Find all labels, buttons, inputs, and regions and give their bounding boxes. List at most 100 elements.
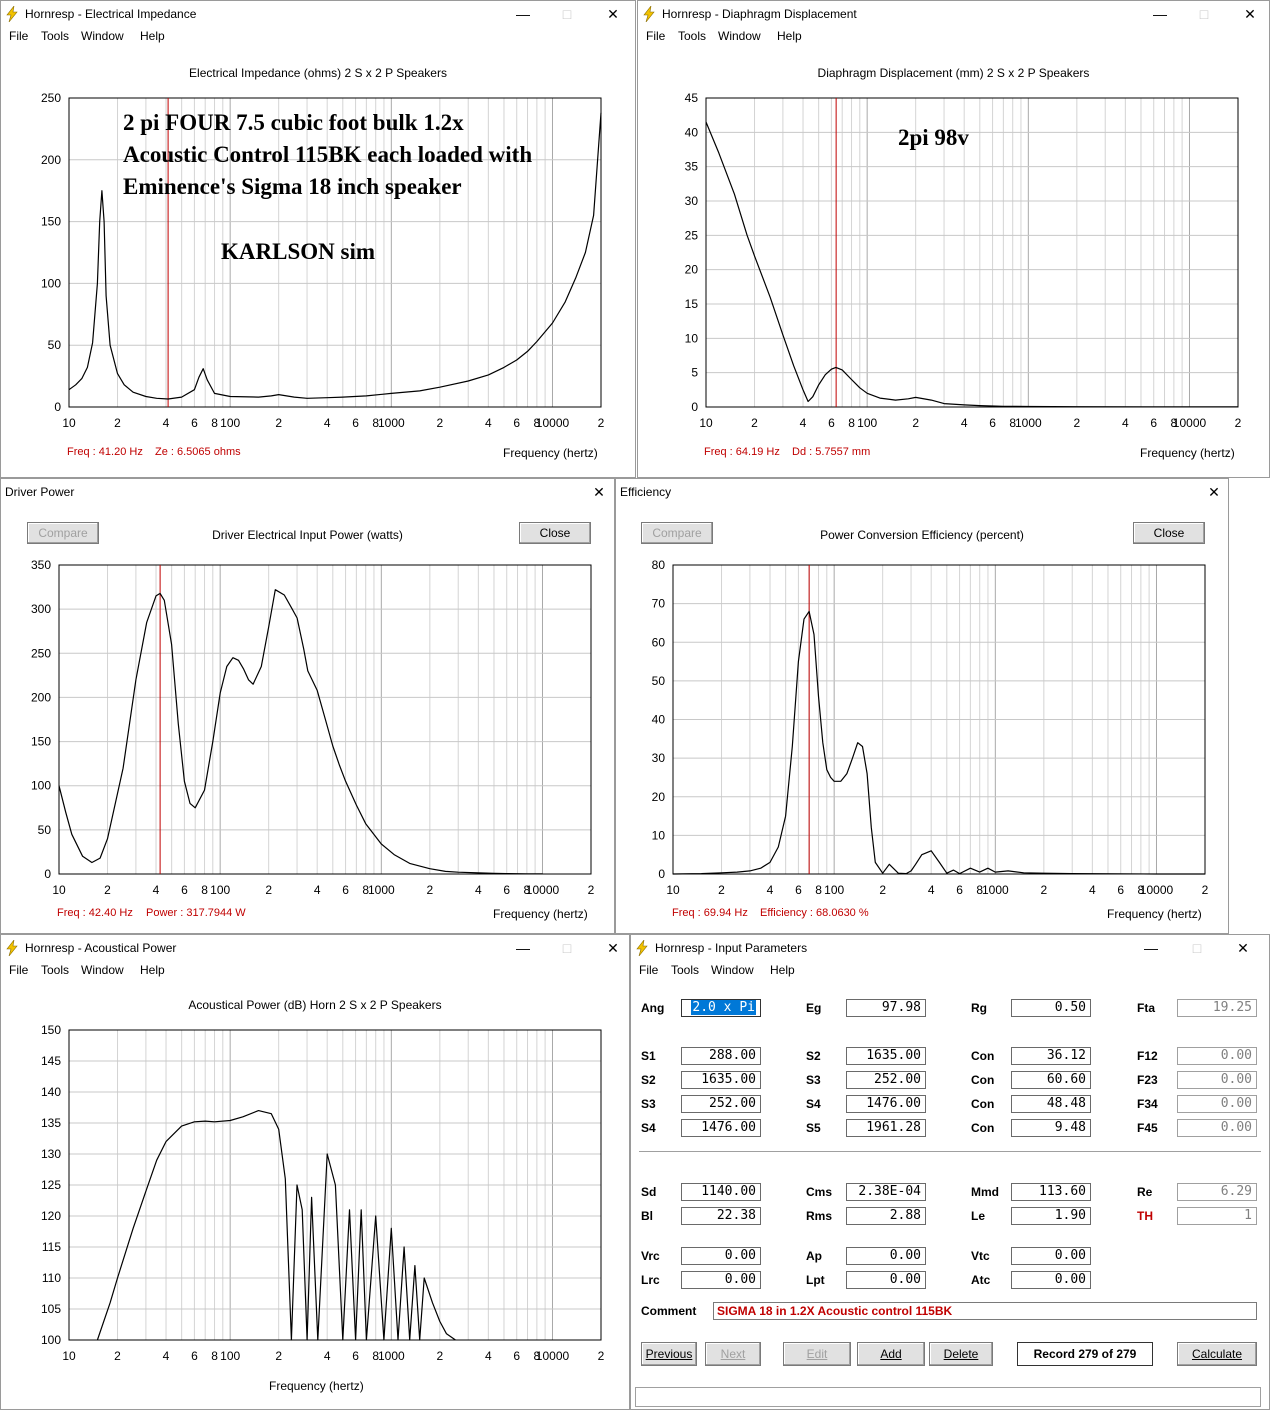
menu-help[interactable]: Help bbox=[140, 29, 165, 43]
menu-file[interactable]: File bbox=[646, 29, 666, 43]
param-field-vrc[interactable]: 0.00 bbox=[681, 1247, 761, 1265]
maximize-icon[interactable]: □ bbox=[562, 6, 572, 22]
param-field-rg[interactable]: 0.50 bbox=[1011, 999, 1091, 1017]
param-field-f12[interactable]: 0.00 bbox=[1177, 1047, 1257, 1065]
param-field-rms[interactable]: 2.88 bbox=[846, 1207, 926, 1225]
chart-annotation: 2 pi FOUR 7.5 cubic foot bulk 1.2x Acous… bbox=[123, 107, 532, 203]
titlebar[interactable]: Hornresp - Electrical Impedance — □ ✕ bbox=[1, 1, 635, 27]
menu-window[interactable]: Window bbox=[718, 29, 761, 43]
maximize-icon[interactable]: □ bbox=[1192, 940, 1202, 956]
menu-tools[interactable]: Tools bbox=[678, 29, 707, 43]
y-tick-label: 145 bbox=[41, 1054, 61, 1068]
minimize-icon[interactable]: — bbox=[1153, 6, 1167, 22]
x-tick-label: 4 bbox=[485, 416, 492, 430]
menu-window[interactable]: Window bbox=[81, 963, 124, 977]
menu-tools[interactable]: Tools bbox=[41, 963, 70, 977]
param-field-th[interactable]: 1 bbox=[1177, 1207, 1257, 1225]
menu-window[interactable]: Window bbox=[81, 29, 124, 43]
x-tick-label: 6 bbox=[191, 1349, 198, 1363]
param-field-lpt[interactable]: 0.00 bbox=[846, 1271, 926, 1289]
close-icon[interactable]: ✕ bbox=[607, 940, 619, 956]
menu-help[interactable]: Help bbox=[140, 963, 165, 977]
param-field-atc[interactable]: 0.00 bbox=[1011, 1271, 1091, 1289]
titlebar[interactable]: Hornresp - Acoustical Power — □ ✕ bbox=[1, 935, 629, 961]
param-field-s4[interactable]: 1476.00 bbox=[846, 1095, 926, 1113]
titlebar[interactable]: Hornresp - Input Parameters — □ ✕ bbox=[631, 935, 1269, 961]
x-tick-label: 10 bbox=[699, 416, 713, 430]
maximize-icon[interactable]: □ bbox=[562, 940, 572, 956]
value-readout: Power : 317.7944 W bbox=[146, 907, 246, 919]
close-button[interactable]: Close bbox=[519, 522, 591, 544]
param-field-ap[interactable]: 0.00 bbox=[846, 1247, 926, 1265]
param-field-re[interactable]: 6.29 bbox=[1177, 1183, 1257, 1201]
param-field-mmd[interactable]: 113.60 bbox=[1011, 1183, 1091, 1201]
param-field-vtc[interactable]: 0.00 bbox=[1011, 1247, 1091, 1265]
close-icon[interactable]: ✕ bbox=[607, 6, 619, 22]
menu-file[interactable]: File bbox=[639, 963, 659, 977]
param-field-con[interactable]: 36.12 bbox=[1011, 1047, 1091, 1065]
param-field-con[interactable]: 9.48 bbox=[1011, 1119, 1091, 1137]
menu-file[interactable]: File bbox=[9, 963, 29, 977]
param-field-ang[interactable]: 2.0 x Pi bbox=[681, 999, 761, 1017]
param-field-con[interactable]: 60.60 bbox=[1011, 1071, 1091, 1089]
titlebar[interactable]: Efficiency ✕ bbox=[616, 479, 1228, 505]
param-field-s2[interactable]: 1635.00 bbox=[681, 1071, 761, 1089]
calculate-button[interactable]: Calculate bbox=[1177, 1342, 1257, 1366]
compare-button[interactable]: Compare bbox=[641, 522, 713, 544]
param-label-s1: S1 bbox=[641, 1049, 656, 1063]
comment-field[interactable]: SIGMA 18 in 1.2X Acoustic control 115BK bbox=[713, 1302, 1257, 1320]
previous-button[interactable]: Previous bbox=[641, 1342, 697, 1366]
param-field-s5[interactable]: 1961.28 bbox=[846, 1119, 926, 1137]
annotation-line-2: Acoustic Control 115BK each loaded with bbox=[123, 142, 533, 167]
add-button[interactable]: Add bbox=[857, 1342, 925, 1366]
param-field-f34[interactable]: 0.00 bbox=[1177, 1095, 1257, 1113]
titlebar[interactable]: Hornresp - Diaphragm Displacement — □ ✕ bbox=[638, 1, 1269, 27]
maximize-icon[interactable]: □ bbox=[1199, 6, 1209, 22]
param-field-f45[interactable]: 0.00 bbox=[1177, 1119, 1257, 1137]
compare-button[interactable]: Compare bbox=[27, 522, 99, 544]
param-field-s3[interactable]: 252.00 bbox=[846, 1071, 926, 1089]
minimize-icon[interactable]: — bbox=[1144, 940, 1158, 956]
param-field-s4[interactable]: 1476.00 bbox=[681, 1119, 761, 1137]
param-field-con[interactable]: 48.48 bbox=[1011, 1095, 1091, 1113]
param-field-bl[interactable]: 22.38 bbox=[681, 1207, 761, 1225]
param-field-s2[interactable]: 1635.00 bbox=[846, 1047, 926, 1065]
minimize-icon[interactable]: — bbox=[516, 940, 530, 956]
x-tick-label: 4 bbox=[153, 883, 160, 897]
efficiency-window: Efficiency ✕ Compare Close Power Convers… bbox=[615, 478, 1229, 934]
menu-help[interactable]: Help bbox=[777, 29, 802, 43]
titlebar[interactable]: Driver Power ✕ bbox=[1, 479, 614, 505]
next-button[interactable]: Next bbox=[705, 1342, 761, 1366]
close-icon[interactable]: ✕ bbox=[1237, 940, 1249, 956]
param-label-eg: Eg bbox=[806, 1001, 822, 1015]
param-field-s1[interactable]: 288.00 bbox=[681, 1047, 761, 1065]
menu-tools[interactable]: Tools bbox=[671, 963, 700, 977]
delete-button[interactable]: Delete bbox=[929, 1342, 993, 1366]
close-icon[interactable]: ✕ bbox=[1244, 6, 1256, 22]
edit-button[interactable]: Edit bbox=[783, 1342, 851, 1366]
window-title: Driver Power bbox=[5, 485, 75, 499]
menu-file[interactable]: File bbox=[9, 29, 29, 43]
param-field-f23[interactable]: 0.00 bbox=[1177, 1071, 1257, 1089]
menu-help[interactable]: Help bbox=[770, 963, 795, 977]
param-field-fta[interactable]: 19.25 bbox=[1177, 999, 1257, 1017]
param-field-eg[interactable]: 97.98 bbox=[846, 999, 926, 1017]
param-field-lrc[interactable]: 0.00 bbox=[681, 1271, 761, 1289]
param-field-cms[interactable]: 2.38E-04 bbox=[846, 1183, 926, 1201]
param-field-sd[interactable]: 1140.00 bbox=[681, 1183, 761, 1201]
param-label-vrc: Vrc bbox=[641, 1249, 660, 1263]
close-button[interactable]: Close bbox=[1133, 522, 1205, 544]
param-field-le[interactable]: 1.90 bbox=[1011, 1207, 1091, 1225]
close-icon[interactable]: ✕ bbox=[593, 484, 605, 500]
close-icon[interactable]: ✕ bbox=[1208, 484, 1220, 500]
minimize-icon[interactable]: — bbox=[516, 6, 530, 22]
menu-window[interactable]: Window bbox=[711, 963, 754, 977]
param-field-s3[interactable]: 252.00 bbox=[681, 1095, 761, 1113]
x-axis-label: Frequency (hertz) bbox=[1140, 446, 1235, 460]
menu-tools[interactable]: Tools bbox=[41, 29, 70, 43]
